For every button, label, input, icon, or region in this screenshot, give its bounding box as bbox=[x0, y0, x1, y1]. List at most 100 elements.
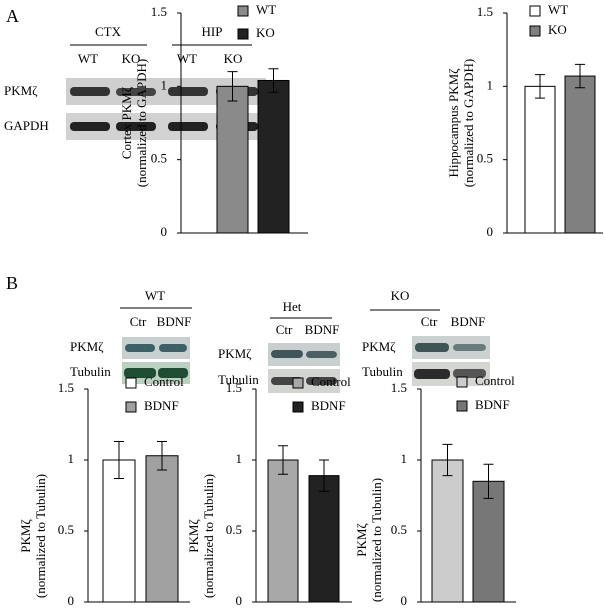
row-label: PKMζ bbox=[4, 83, 38, 98]
legend-swatch bbox=[125, 377, 137, 389]
band bbox=[306, 377, 337, 385]
lane-label: Ctr bbox=[421, 314, 438, 329]
blot-group: WT bbox=[145, 288, 165, 303]
row-label: PKMζ bbox=[70, 339, 104, 354]
band bbox=[271, 350, 303, 358]
y-tick-label: 1.5 bbox=[226, 380, 242, 395]
bar bbox=[102, 459, 136, 603]
bar bbox=[257, 79, 290, 234]
y-tick-label: 0 bbox=[401, 593, 408, 608]
y-tick-label: 0 bbox=[68, 593, 75, 608]
legend-label: Control bbox=[311, 374, 351, 389]
y-tick-label: 0.5 bbox=[151, 151, 167, 166]
panel-label: A bbox=[6, 6, 19, 26]
band bbox=[168, 87, 208, 96]
y-tick-label: 0.5 bbox=[391, 522, 407, 537]
band bbox=[453, 369, 486, 378]
y-axis-label: (normalized to Tubulin) bbox=[33, 474, 48, 598]
bar bbox=[216, 85, 249, 234]
legend-label: WT bbox=[548, 2, 568, 17]
error-bar bbox=[442, 443, 453, 477]
band bbox=[168, 122, 208, 131]
blot-group: HIP bbox=[202, 24, 223, 39]
legend-swatch bbox=[125, 401, 137, 413]
lane-label: KO bbox=[224, 51, 243, 66]
y-axis-label: (normalized to Tubulin) bbox=[201, 474, 216, 598]
y-axis-label: Cortex PKMζ bbox=[119, 86, 134, 159]
legend-swatch bbox=[292, 401, 304, 413]
y-tick-label: 1 bbox=[401, 451, 408, 466]
y-tick-label: 0.5 bbox=[477, 151, 493, 166]
band bbox=[158, 368, 188, 378]
lane-label: BDNF bbox=[305, 322, 340, 337]
legend-swatch bbox=[529, 25, 541, 37]
bar bbox=[267, 459, 299, 603]
row-label: GAPDH bbox=[4, 118, 49, 133]
y-tick-label: 0.5 bbox=[58, 522, 74, 537]
panel-label: B bbox=[6, 273, 18, 293]
bar bbox=[564, 75, 596, 234]
blot-group: CTX bbox=[95, 24, 122, 39]
blot-group: KO bbox=[391, 288, 410, 303]
lane-label: BDNF bbox=[451, 314, 486, 329]
row-label: PKMζ bbox=[362, 339, 396, 354]
y-axis-label: PKMζ bbox=[354, 523, 369, 557]
y-axis-label: (normalized to GAPDH) bbox=[461, 59, 476, 188]
error-bar bbox=[114, 441, 124, 479]
band bbox=[125, 344, 155, 352]
row-label: Tubulin bbox=[70, 364, 111, 379]
y-axis-label: PKMζ bbox=[18, 519, 33, 553]
row-label: Tubulin bbox=[362, 364, 403, 379]
legend-swatch bbox=[237, 28, 249, 40]
bar bbox=[308, 475, 340, 603]
legend-label: Control bbox=[144, 374, 184, 389]
legend-label: BDNF bbox=[311, 398, 346, 413]
y-tick-label: 0 bbox=[487, 224, 494, 239]
band bbox=[453, 344, 486, 351]
error-bar bbox=[575, 63, 585, 89]
bar bbox=[472, 480, 505, 603]
y-tick-label: 1.5 bbox=[151, 4, 167, 19]
lane-label: WT bbox=[78, 51, 98, 66]
bar bbox=[145, 455, 179, 603]
lane-label: KO bbox=[122, 51, 141, 66]
error-bar bbox=[319, 459, 329, 492]
blot-b: WT Ctr BDNF PKMζ Tubulin Het Ctr BDNF PK… bbox=[70, 288, 490, 393]
y-tick-label: 0 bbox=[236, 593, 243, 608]
band bbox=[415, 343, 449, 352]
blot-strip bbox=[122, 337, 190, 359]
y-axis-label: Hippocampus PKMζ bbox=[446, 68, 461, 178]
row-label: PKMζ bbox=[218, 346, 252, 361]
y-axis-label: PKMζ bbox=[186, 519, 201, 553]
legend-swatch bbox=[237, 5, 249, 17]
legend-label: BDNF bbox=[144, 398, 179, 413]
band bbox=[116, 88, 156, 96]
lane-label: Ctr bbox=[130, 314, 147, 329]
y-tick-label: 1.5 bbox=[58, 380, 74, 395]
blot-strip bbox=[268, 343, 340, 366]
y-tick-label: 1.5 bbox=[477, 4, 493, 19]
bar bbox=[524, 85, 556, 234]
legend-swatch bbox=[292, 377, 304, 389]
band bbox=[70, 122, 110, 131]
lane-label: WT bbox=[177, 51, 197, 66]
y-axis-label: (normalized to GAPDH) bbox=[134, 59, 149, 188]
y-tick-label: 1.5 bbox=[391, 380, 407, 395]
legend-label: BDNF bbox=[475, 397, 510, 412]
y-tick-label: 1 bbox=[161, 77, 168, 92]
band bbox=[159, 344, 187, 352]
error-bar bbox=[227, 71, 238, 102]
lane-label: Ctr bbox=[276, 322, 293, 337]
y-tick-label: 1 bbox=[487, 77, 494, 92]
lane-label: BDNF bbox=[157, 314, 192, 329]
blot-strip bbox=[412, 336, 490, 359]
y-axis-label: (normalized to Tubulin) bbox=[369, 478, 384, 602]
band bbox=[306, 351, 337, 358]
legend-label: KO bbox=[548, 22, 567, 37]
blot-group: Het bbox=[283, 299, 302, 314]
error-bar bbox=[278, 445, 288, 475]
y-tick-label: 0.5 bbox=[226, 522, 242, 537]
y-tick-label: 1 bbox=[68, 451, 75, 466]
legend-swatch bbox=[529, 5, 541, 17]
